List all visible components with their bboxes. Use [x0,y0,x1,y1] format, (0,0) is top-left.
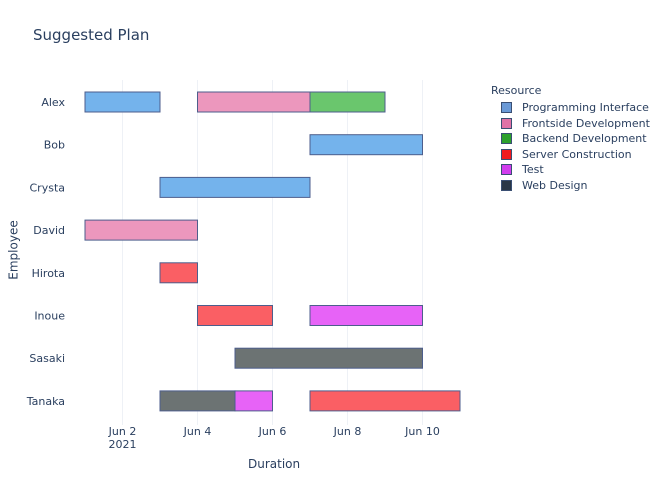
legend-swatch [501,102,512,114]
legend-item[interactable]: Web Design [501,178,650,194]
task-bar [84,91,161,113]
y-axis-title: Employee [6,220,21,280]
legend-swatch [501,148,512,160]
legend-label: Frontside Development [522,116,650,130]
y-tick-label: David [33,224,65,237]
legend-title: Resource [491,84,542,97]
task-bar [197,91,311,113]
legend-swatch [501,117,512,129]
x-tick-label: Jun 8 [333,425,362,438]
task-bar [159,176,311,198]
task-bar [197,305,273,326]
legend-label: Programming Interface [522,101,649,115]
legend-swatch [501,133,512,145]
legend-label: Backend Development [522,132,647,146]
task-bar [84,219,198,241]
legend-item[interactable]: Server Construction [501,147,650,163]
y-tick-label: Tanaka [26,395,65,408]
x-tick-label: Jun 6 [258,425,287,438]
legend-swatch [501,179,512,191]
legend-item[interactable]: Programming Interface [501,100,650,116]
task-bar [159,390,236,412]
x-tick-label: Jun 10 [404,425,440,438]
legend-item[interactable]: Test [501,162,650,178]
task-bar [309,390,461,412]
legend: Resource Programming Interface Frontside … [491,84,650,193]
legend-label: Server Construction [522,147,632,161]
task-bar [234,390,273,412]
legend-item[interactable]: Backend Development [501,131,650,147]
task-bar [234,347,423,369]
x-tick-label: Jun 2 [108,425,137,438]
legend-items: Programming Interface Frontside Developme… [491,100,650,193]
y-tick-label: Crysta [30,181,66,194]
task-bar [309,91,386,113]
chart-title: Suggested Plan [33,26,150,44]
y-tick-label: Alex [41,96,65,109]
x-tick-sublabel: 2021 [109,438,137,451]
y-tick-label: Hirota [32,267,65,280]
y-tick-label: Inoue [34,310,65,323]
x-tick-label: Jun 4 [183,425,212,438]
x-axis-title: Duration [248,457,301,471]
legend-label: Test [522,163,544,177]
task-bar [159,262,198,284]
task-bar [309,305,423,326]
y-tick-label: Sasaki [29,352,65,365]
legend-swatch [501,164,512,176]
legend-item[interactable]: Frontside Development [501,116,650,132]
y-tick-label: Bob [44,139,65,152]
legend-label: Web Design [522,178,588,192]
task-bar [309,134,423,156]
